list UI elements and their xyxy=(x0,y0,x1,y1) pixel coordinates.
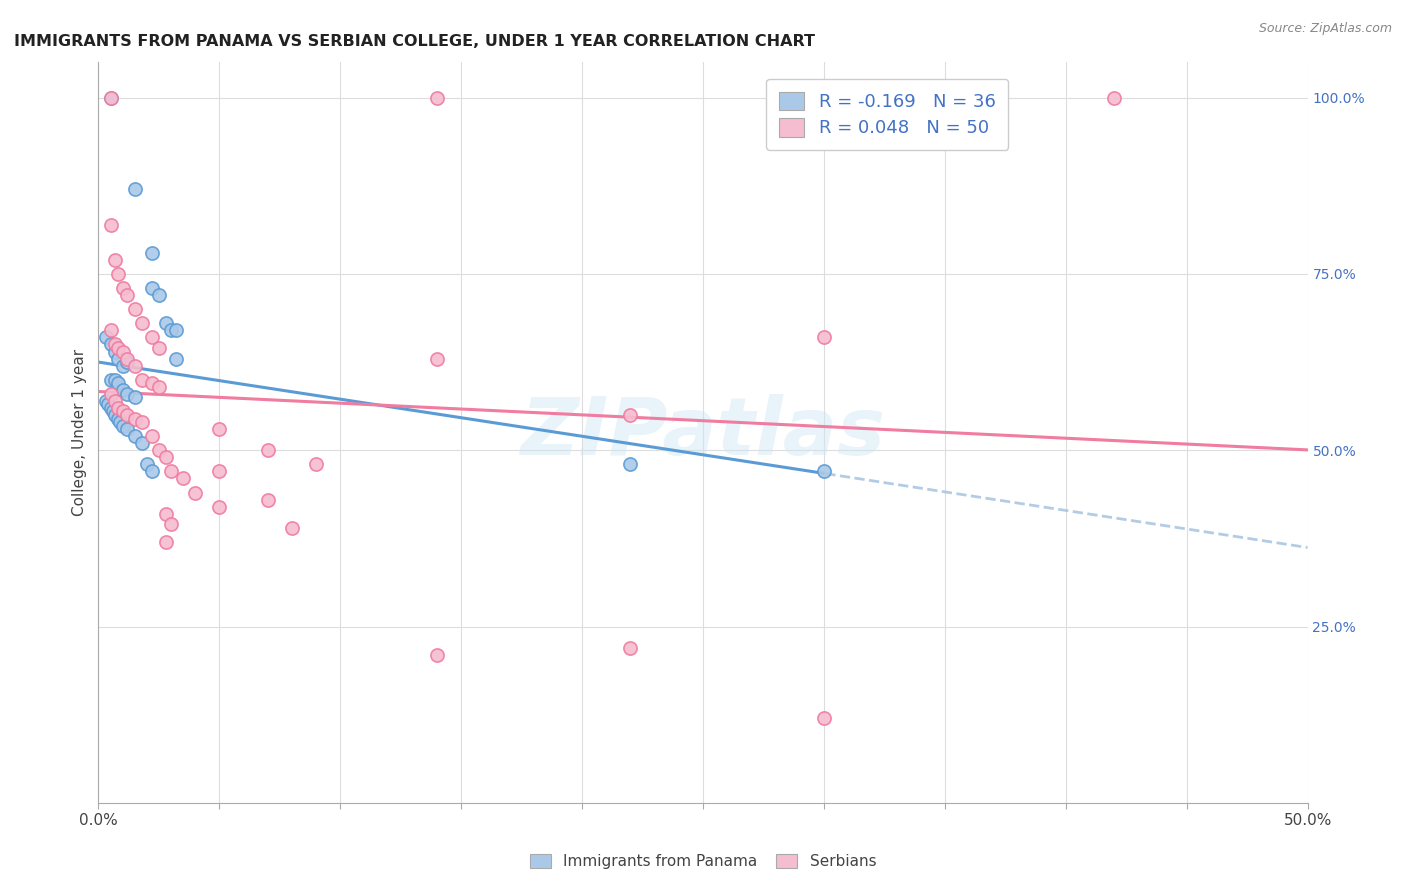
Legend: Immigrants from Panama, Serbians: Immigrants from Panama, Serbians xyxy=(523,848,883,875)
Point xyxy=(117,288,139,302)
Point xyxy=(148,443,170,458)
Point xyxy=(107,411,129,425)
Point xyxy=(107,351,129,366)
Point xyxy=(426,351,449,366)
Text: IMMIGRANTS FROM PANAMA VS SERBIAN COLLEGE, UNDER 1 YEAR CORRELATION CHART: IMMIGRANTS FROM PANAMA VS SERBIAN COLLEG… xyxy=(14,34,815,49)
Point xyxy=(104,344,127,359)
Point xyxy=(141,429,163,443)
Point xyxy=(117,422,139,436)
Point xyxy=(124,182,146,196)
Point xyxy=(100,387,122,401)
Point xyxy=(111,359,134,373)
Point xyxy=(111,404,134,418)
Point xyxy=(813,464,835,478)
Point xyxy=(305,458,328,472)
Point xyxy=(619,458,641,472)
Point xyxy=(94,393,117,408)
Point xyxy=(101,404,124,418)
Point xyxy=(208,422,231,436)
Point xyxy=(155,450,177,465)
Point xyxy=(141,376,163,391)
Point xyxy=(111,281,134,295)
Point xyxy=(148,341,170,355)
Point xyxy=(155,316,177,330)
Point xyxy=(107,401,129,415)
Point xyxy=(104,373,127,387)
Point xyxy=(141,281,163,295)
Text: Source: ZipAtlas.com: Source: ZipAtlas.com xyxy=(1258,22,1392,36)
Point xyxy=(165,351,187,366)
Point xyxy=(100,401,122,415)
Point xyxy=(148,380,170,394)
Point xyxy=(160,323,183,337)
Point xyxy=(107,341,129,355)
Point xyxy=(184,485,207,500)
Point xyxy=(97,397,120,411)
Y-axis label: College, Under 1 year: College, Under 1 year xyxy=(72,349,87,516)
Point xyxy=(160,517,183,532)
Point xyxy=(124,302,146,317)
Point xyxy=(141,245,163,260)
Point xyxy=(131,415,153,429)
Point xyxy=(619,640,641,655)
Point xyxy=(107,267,129,281)
Point xyxy=(124,390,146,404)
Point xyxy=(124,359,146,373)
Point xyxy=(141,464,163,478)
Point xyxy=(160,464,183,478)
Point xyxy=(813,330,835,344)
Point xyxy=(813,711,835,725)
Point xyxy=(108,415,131,429)
Point xyxy=(256,443,278,458)
Point xyxy=(117,351,139,366)
Point xyxy=(165,323,187,337)
Point xyxy=(100,218,122,232)
Point xyxy=(208,500,231,514)
Point xyxy=(155,535,177,549)
Point xyxy=(124,411,146,425)
Point xyxy=(172,471,194,485)
Point xyxy=(111,418,134,433)
Point xyxy=(107,376,129,391)
Point xyxy=(141,330,163,344)
Point xyxy=(94,330,117,344)
Point xyxy=(256,492,278,507)
Point xyxy=(131,373,153,387)
Point xyxy=(117,408,139,422)
Legend: R = -0.169   N = 36, R = 0.048   N = 50: R = -0.169 N = 36, R = 0.048 N = 50 xyxy=(766,78,1008,150)
Point xyxy=(111,344,134,359)
Point xyxy=(131,316,153,330)
Point xyxy=(100,337,122,351)
Point xyxy=(104,393,127,408)
Point xyxy=(124,429,146,443)
Text: ZIPatlas: ZIPatlas xyxy=(520,393,886,472)
Point xyxy=(100,91,122,105)
Point xyxy=(100,91,122,105)
Point xyxy=(104,252,127,267)
Point xyxy=(131,436,153,450)
Point xyxy=(135,458,157,472)
Point xyxy=(148,288,170,302)
Point xyxy=(104,337,127,351)
Point xyxy=(426,648,449,662)
Point xyxy=(155,507,177,521)
Point xyxy=(117,387,139,401)
Point xyxy=(100,373,122,387)
Point xyxy=(426,91,449,105)
Point xyxy=(100,323,122,337)
Point xyxy=(281,521,304,535)
Point xyxy=(208,464,231,478)
Point xyxy=(619,408,641,422)
Point xyxy=(104,408,127,422)
Point xyxy=(1102,91,1125,105)
Point xyxy=(117,355,139,369)
Point xyxy=(111,384,134,398)
